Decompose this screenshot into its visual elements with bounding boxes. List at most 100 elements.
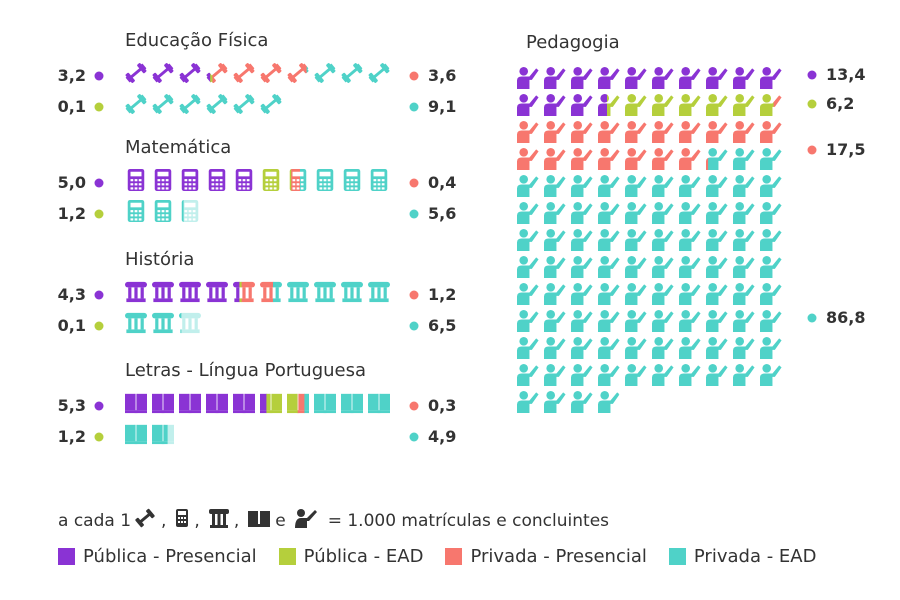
teacher-icon: [652, 228, 674, 251]
legend-swatch: [278, 548, 296, 565]
legend-dot: [409, 401, 419, 411]
column-icon: [152, 281, 174, 303]
legend-label: Privada - EAD: [693, 546, 817, 567]
legend-item-publica-ead: Pública - EAD: [278, 546, 424, 567]
teacher-icon: [544, 363, 566, 386]
teacher-icon: [760, 228, 782, 251]
value-label: 3,2: [58, 66, 86, 85]
course-title: História: [125, 249, 194, 270]
teacher-icon: [733, 363, 755, 386]
book-icon: [287, 393, 309, 414]
teacher-icon: [679, 147, 701, 170]
value-label: 0,3: [428, 396, 456, 415]
teacher-icon: [571, 309, 593, 332]
value-label: 3,6: [428, 66, 456, 85]
teacher-icon: [571, 336, 593, 359]
value-label: 13,4: [826, 65, 865, 84]
teacher-icon: [706, 174, 728, 197]
value-label: 0,4: [428, 173, 456, 192]
teacher-icon: [598, 120, 620, 143]
legend-label: Privada - Presencial: [470, 546, 647, 567]
teacher-icon: [652, 309, 674, 332]
calculator-icon: [181, 200, 199, 222]
column-icon: [208, 508, 229, 533]
teacher-icon: [679, 66, 701, 89]
dumbbell-icon: [125, 94, 147, 114]
dumbbell-icon: [260, 94, 282, 114]
teacher-icon: [706, 309, 728, 332]
calculator-icon: [289, 169, 307, 191]
teacher-icon: [625, 147, 647, 170]
dumbbell-icon: [233, 63, 255, 83]
dumbbell-icon: [260, 63, 282, 83]
dumbbell-icon: [314, 63, 336, 83]
teacher-icon: [760, 147, 782, 170]
teacher-icon: [544, 93, 566, 116]
teacher-icon: [625, 66, 647, 89]
teacher-icon: [544, 282, 566, 305]
teacher-icon: [706, 228, 728, 251]
teacher-icon: [571, 390, 593, 413]
legend-label: Pública - EAD: [303, 546, 424, 567]
column-icon: [233, 281, 255, 303]
teacher-icon: [625, 120, 647, 143]
teacher-icon: [652, 363, 674, 386]
calculator-icon: [127, 200, 145, 222]
value-label: 5,6: [428, 204, 456, 223]
teacher-icon: [625, 201, 647, 224]
teacher-icon: [571, 66, 593, 89]
teacher-icon: [733, 201, 755, 224]
calculator-icon: [127, 169, 145, 191]
book-icon: [341, 393, 363, 414]
teacher-icon: [544, 228, 566, 251]
column-icon: [341, 281, 363, 303]
value-label: 4,9: [428, 427, 456, 446]
teacher-icon: [733, 255, 755, 278]
teacher-icon: [652, 336, 674, 359]
teacher-icon: [733, 147, 755, 170]
teacher-icon: [544, 147, 566, 170]
calculator-icon: [208, 169, 226, 191]
legend-dot: [94, 209, 104, 219]
legend-dot: [409, 102, 419, 112]
teacher-icon: [733, 93, 755, 116]
teacher-icon: [625, 309, 647, 332]
book-icon: [206, 393, 228, 414]
dumbbell-icon: [152, 63, 174, 83]
value-label: 4,3: [58, 285, 86, 304]
dumbbell-icon: [179, 94, 201, 114]
teacher-icon: [625, 174, 647, 197]
teacher-icon: [679, 255, 701, 278]
unit-note: a cada 1 , , , e = 1.000 matrículas e co…: [58, 508, 609, 533]
teacher-icon: [760, 93, 782, 117]
dumbbell-icon: [341, 63, 363, 83]
column-icon: [287, 281, 309, 303]
dumbbell-icon: [134, 508, 156, 533]
teacher-icon: [625, 363, 647, 386]
legend-dot: [807, 145, 817, 155]
calculator-icon: [235, 169, 253, 191]
teacher-icon: [760, 309, 782, 332]
unit-prefix: a cada 1: [58, 510, 132, 531]
teacher-icon: [679, 309, 701, 332]
teacher-icon: [760, 336, 782, 359]
teacher-icon: [544, 174, 566, 197]
teacher-icon: [733, 120, 755, 143]
teacher-icon: [598, 93, 620, 117]
teacher-icon: [679, 282, 701, 305]
value-label: 1,2: [428, 285, 456, 304]
dumbbell-icon: [206, 63, 228, 83]
teacher-icon: [679, 201, 701, 224]
teacher-icon: [598, 228, 620, 251]
course-title: Matemática: [125, 137, 231, 158]
book-icon: [233, 393, 255, 414]
teacher-icon: [706, 282, 728, 305]
dumbbell-icon: [287, 63, 309, 83]
calculator-icon: [175, 508, 189, 533]
column-icon: [314, 281, 336, 303]
legend-dot: [807, 70, 817, 80]
teacher-icon: [517, 336, 539, 359]
teacher-icon: [679, 120, 701, 143]
legend-swatch: [445, 548, 463, 565]
calculator-icon: [154, 200, 172, 222]
